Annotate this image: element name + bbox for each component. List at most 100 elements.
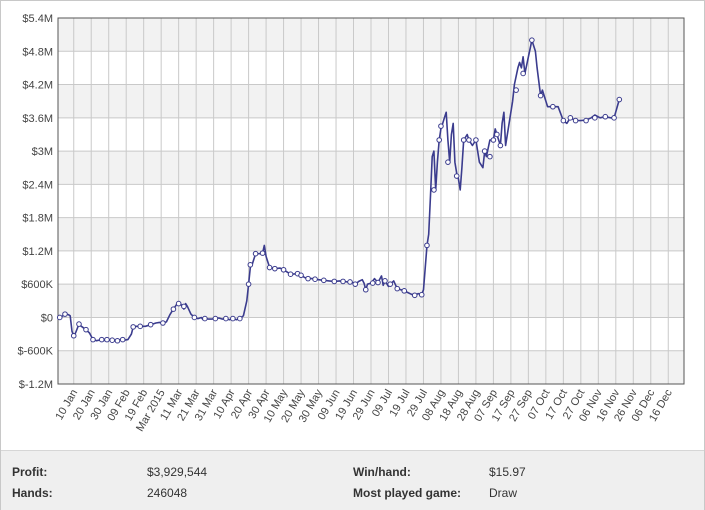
data-point	[431, 187, 437, 193]
data-point	[375, 279, 381, 286]
most-played-game-value: Draw	[489, 486, 518, 500]
data-point	[137, 323, 143, 330]
data-point	[473, 137, 479, 143]
data-point	[418, 291, 425, 298]
data-point	[445, 159, 451, 165]
y-tick-label: $-600K	[18, 346, 54, 358]
data-point	[160, 320, 166, 326]
data-point	[567, 115, 574, 121]
data-point	[181, 303, 187, 310]
profit-label: Profit:	[12, 465, 48, 479]
data-point	[247, 261, 254, 268]
data-point	[266, 264, 273, 271]
data-point	[312, 276, 318, 282]
y-tick-label: $2.4M	[22, 179, 53, 191]
summary-stats: Profit: $3,929,544 Hands: 246048 Win/han…	[1, 450, 704, 510]
data-point	[616, 96, 623, 103]
data-point	[287, 271, 294, 278]
data-point	[438, 123, 444, 129]
data-point	[280, 266, 287, 273]
hands-value: 246048	[147, 486, 188, 500]
data-point	[453, 173, 460, 179]
data-point	[494, 131, 500, 138]
data-point	[237, 315, 243, 322]
most-played-game-label: Most played game:	[353, 486, 462, 500]
data-point	[90, 336, 96, 343]
data-point	[382, 278, 388, 284]
data-point	[119, 336, 126, 343]
data-point	[529, 37, 535, 43]
y-tick-label: $3M	[32, 146, 53, 158]
data-point	[114, 337, 121, 344]
win-per-hand-value: $15.97	[489, 465, 526, 479]
data-point	[56, 314, 63, 321]
data-point	[202, 315, 208, 322]
data-point	[497, 142, 504, 149]
y-tick-label: $0	[41, 312, 53, 324]
data-point	[387, 281, 394, 287]
data-point	[436, 137, 442, 143]
data-point	[130, 324, 136, 330]
data-point	[394, 285, 401, 292]
data-point	[520, 70, 526, 77]
data-point	[490, 137, 497, 143]
data-point	[424, 242, 430, 249]
data-point	[550, 103, 556, 110]
data-point	[245, 281, 252, 287]
data-point	[212, 315, 219, 322]
data-point	[362, 286, 369, 293]
data-point	[298, 272, 304, 279]
y-tick-label: $5.4M	[22, 13, 53, 25]
data-point	[259, 250, 266, 256]
data-point	[340, 278, 346, 285]
data-point	[602, 113, 609, 120]
data-point	[481, 148, 488, 154]
data-point	[572, 117, 579, 124]
hands-label: Hands:	[12, 486, 53, 500]
data-point	[230, 315, 236, 322]
data-point	[272, 265, 278, 272]
data-point	[70, 332, 77, 339]
y-tick-label: $600K	[21, 279, 53, 291]
win-per-hand-label: Win/hand:	[353, 465, 411, 479]
data-point	[223, 315, 229, 322]
data-point	[104, 336, 110, 343]
grid-lines	[58, 17, 684, 385]
data-point	[305, 275, 311, 282]
data-point	[369, 280, 376, 286]
y-axis-ticks: $-1.2M $-600K $0 $600K $1.2M $1.8M $2.4M $3M $3.…	[18, 13, 54, 391]
data-point	[401, 288, 408, 294]
data-point	[109, 337, 116, 343]
data-point	[170, 306, 177, 312]
plot-border	[57, 17, 685, 385]
data-point	[147, 321, 154, 328]
data-point	[252, 250, 259, 257]
y-tick-label: $1.8M	[22, 213, 53, 225]
data-point	[583, 117, 589, 124]
profit-value: $3,929,544	[147, 465, 208, 479]
data-point	[560, 117, 567, 124]
y-tick-label: $-1.2M	[19, 379, 53, 391]
y-tick-label: $3.6M	[22, 113, 53, 125]
data-point	[347, 279, 353, 285]
data-point	[487, 153, 493, 160]
data-point	[537, 92, 544, 99]
data-point	[466, 137, 472, 143]
y-tick-label: $4.8M	[22, 46, 53, 58]
data-point	[98, 336, 105, 343]
data-point	[460, 137, 467, 143]
data-point	[592, 115, 598, 121]
series-layer	[56, 37, 623, 344]
data-point	[411, 292, 418, 299]
data-point	[175, 300, 182, 307]
data-point	[352, 281, 359, 287]
data-point	[83, 326, 89, 333]
data-point	[62, 311, 68, 317]
y-tick-label: $4.2M	[22, 80, 53, 92]
data-point	[320, 277, 327, 284]
y-tick-label: $1.2M	[22, 246, 53, 258]
data-point	[191, 314, 198, 321]
data-point	[331, 278, 338, 285]
data-point	[513, 87, 519, 93]
profit-line-chart: $-1.2M $-600K $0 $600K $1.2M $1.8M $2.4M $3M $3.…	[18, 13, 685, 434]
